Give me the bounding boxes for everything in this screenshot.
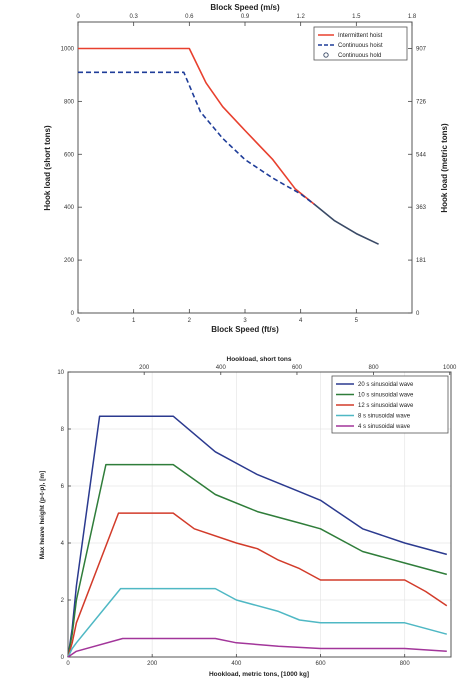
chart2-xtick-label: 800 [400, 661, 411, 667]
chart2-series-line-2 [67, 512, 448, 658]
chart1-legend-swatch [323, 52, 329, 58]
chart1-y2tick-label: 544 [416, 152, 427, 158]
chart2-legend-label: 4 s sinusoidal wave [358, 424, 411, 430]
chart1-x2tick-label: 0.9 [241, 14, 250, 20]
chart1-x2tick-label: 0.3 [129, 14, 138, 20]
chart2-xtick-label: 400 [231, 661, 242, 667]
chart2-x2-axis-title: Hookload, short tons [227, 356, 292, 363]
chart2-x2tick-label: 600 [292, 365, 303, 371]
chart1-ytick-label: 800 [64, 99, 75, 105]
chart1-legend-label: Continuous hoist [338, 43, 383, 49]
chart1-y2tick-label: 907 [416, 46, 427, 52]
chart2-series-line-4 [67, 637, 447, 658]
chart1-legend-label: Continuous hold [338, 53, 381, 59]
chart1-x2tick-label: 1.5 [352, 14, 361, 20]
chart2-ytick-label: 4 [61, 541, 65, 547]
chart2-y-axis-title: Max heave height (p-t-p), [m] [39, 471, 46, 559]
chart2-plot-frame [67, 371, 452, 658]
chart1-x2tick-label: 0.6 [185, 14, 194, 20]
chart1-y2tick-label: 0 [416, 311, 420, 317]
chart1-x-axis-title: Block Speed (ft/s) [211, 325, 279, 334]
chart1-y2tick-label: 726 [416, 99, 427, 105]
chart2-x2tick-label: 800 [369, 365, 380, 371]
chart1-y2tick-label: 363 [416, 205, 427, 211]
chart1-series-line-2 [314, 203, 379, 245]
chart1-x2-axis-title: Block Speed (m/s) [210, 3, 280, 12]
chart2-series-line-3 [67, 587, 447, 658]
chart1-xtick-label: 0 [76, 318, 80, 324]
chart2-xtick-label: 200 [147, 661, 158, 667]
chart2-x2tick-label: 400 [216, 365, 227, 371]
chart1-ytick-label: 600 [64, 152, 75, 158]
chart2-x-axis-title: Hookload, metric tons, [1000 kg] [209, 671, 309, 678]
chart2-legend-label: 20 s sinusoidal wave [358, 382, 414, 388]
chart1-xtick-label: 5 [355, 318, 359, 324]
chart1-ytick-label: 1000 [61, 46, 75, 52]
chart2-xtick-label: 600 [316, 661, 327, 667]
chart2-legend-label: 10 s sinusoidal wave [358, 393, 414, 399]
chart1-xtick-label: 4 [299, 318, 303, 324]
chart2-ytick-label: 0 [61, 655, 65, 661]
chart2-ytick-label: 6 [61, 484, 65, 490]
chart1-series-line-0 [78, 47, 316, 206]
chart2-x2tick-label: 1000 [443, 365, 457, 371]
chart2-xtick-label: 0 [66, 661, 70, 667]
chart1-y2-axis-title: Hook load (metric tons) [440, 123, 449, 213]
chart2-series-line-0 [67, 415, 447, 658]
chart1-legend-box [313, 26, 408, 61]
chart1-xtick-label: 3 [243, 318, 247, 324]
chart2-ytick-label: 10 [57, 370, 64, 376]
chart2-x2tick-label: 200 [139, 365, 150, 371]
chart2-legend-label: 12 s sinusoidal wave [358, 403, 414, 409]
chart1-plot-frame [77, 21, 413, 314]
chart2-series-line-1 [67, 463, 447, 658]
chart2-ytick-label: 8 [61, 427, 65, 433]
chart1-ytick-label: 400 [64, 205, 75, 211]
chart2-legend-label: 8 s sinusoidal wave [358, 414, 411, 420]
chart1-legend-label: Intermittent hoist [338, 33, 383, 39]
chart1-x2tick-label: 0 [76, 14, 80, 20]
chart1-ytick-label: 0 [71, 311, 75, 317]
chart1-y2tick-label: 181 [416, 258, 427, 264]
chart1-ytick-label: 200 [64, 258, 75, 264]
chart1-y-axis-title: Hook load (short tons) [43, 125, 52, 211]
chart1-xtick-label: 1 [132, 318, 136, 324]
chart2-ytick-label: 2 [61, 598, 65, 604]
chart1-series-line-1 [78, 71, 316, 206]
chart1-x2tick-label: 1.2 [296, 14, 305, 20]
chart1-xtick-label: 2 [188, 318, 192, 324]
chart1-x2tick-label: 1.8 [408, 14, 417, 20]
